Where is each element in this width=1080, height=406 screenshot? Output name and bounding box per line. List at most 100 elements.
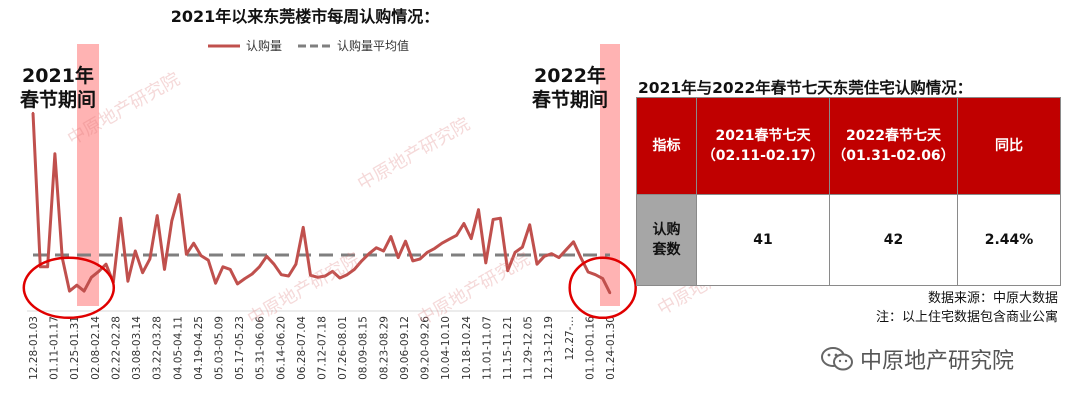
x-tick-label: 02.22-02.28 <box>110 316 122 380</box>
data-point <box>367 252 371 255</box>
data-point <box>353 268 356 271</box>
data-point <box>104 262 108 266</box>
row-head-subscription-units: 认购 套数 <box>636 194 697 286</box>
data-point <box>272 262 276 266</box>
data-point <box>404 239 407 243</box>
data-point <box>338 276 341 280</box>
data-point <box>148 257 152 261</box>
data-point <box>134 249 137 253</box>
footnote: 注：以上住宅数据包含商业公寓 <box>875 310 1058 325</box>
header-text: 2021春节七天 <box>715 128 811 144</box>
data-point <box>550 252 553 255</box>
data-point <box>170 219 173 223</box>
data-point <box>265 255 268 258</box>
cell-yoy-value: 2.44% <box>957 194 1061 286</box>
data-point <box>207 259 210 262</box>
highlight-circle-2021 <box>22 256 116 320</box>
data-point <box>294 262 298 266</box>
data-point <box>448 238 451 241</box>
x-tick-label: 05.03-05.09 <box>214 316 226 380</box>
data-point <box>287 274 290 278</box>
data-point <box>82 289 86 293</box>
brand-name: 中原地产研究院 <box>860 349 1015 374</box>
x-tick-label: 03.08-03.14 <box>131 316 143 380</box>
data-point <box>528 223 531 226</box>
data-point <box>521 245 524 249</box>
data-point <box>477 208 480 211</box>
data-point <box>126 280 130 283</box>
data-point <box>155 214 159 217</box>
x-tick-label: 07.26-08.01 <box>337 316 349 380</box>
x-tick-label: 10.04-10.10 <box>440 316 452 380</box>
spring-festival-band-2022 <box>600 44 620 306</box>
x-tick-label: 12.13-12.19 <box>543 316 555 380</box>
x-tick-label: 11.01-11.07 <box>481 316 493 380</box>
data-point <box>221 265 225 268</box>
data-source-note: 数据来源：中原大数据 <box>927 291 1058 306</box>
band-label-2021-year: 2021年 <box>22 64 94 87</box>
data-point <box>199 254 203 257</box>
data-point <box>586 270 590 274</box>
data-point <box>119 217 122 220</box>
x-tick-label: 09.20-09.26 <box>420 316 432 380</box>
data-point <box>608 291 612 295</box>
band-label-2022-period: 春节期间 <box>532 88 608 111</box>
header-text: 指标 <box>652 138 681 154</box>
x-tick-label: 06.28-07.04 <box>296 316 308 380</box>
x-tick-label: 01.11-01.17 <box>49 316 61 380</box>
series-line-subscriptions <box>31 113 612 294</box>
x-tick-label: 08.23-08.29 <box>378 316 390 380</box>
x-tick-label: 12.27-… <box>564 316 576 360</box>
data-point <box>97 270 100 273</box>
data-point <box>280 273 283 276</box>
x-tick-label: 03.22-03.28 <box>152 316 164 380</box>
data-point <box>564 248 568 251</box>
data-point <box>594 273 597 276</box>
data-point <box>46 265 49 268</box>
data-point <box>177 193 181 196</box>
data-point <box>579 256 582 259</box>
x-tick-label: 05.17-05.23 <box>234 316 246 380</box>
data-point <box>243 277 247 280</box>
data-point <box>513 251 517 254</box>
data-point <box>53 152 57 156</box>
row-head-text: 认购 <box>652 222 681 238</box>
header-cell-2022: 2022春节七天 （01.31-02.06） <box>829 97 958 195</box>
data-point <box>192 241 195 245</box>
cell-2022-value: 42 <box>829 194 958 286</box>
x-tick-label: 11.15-11.21 <box>502 316 514 380</box>
data-point <box>462 222 466 225</box>
header-cell-indicator: 指标 <box>636 97 697 195</box>
x-tick-label: 08.09-08.15 <box>358 316 370 380</box>
x-tick-label: 04.05-04.11 <box>172 316 184 380</box>
x-tick-label: 07.12-07.18 <box>317 316 329 380</box>
x-tick-label: 01.10-01.16 <box>584 316 596 380</box>
data-point <box>360 259 363 263</box>
data-point <box>440 241 444 245</box>
data-point <box>309 274 312 277</box>
header-text: 2022春节七天 <box>846 128 941 144</box>
x-tick-label: 09.06-09.12 <box>399 316 411 380</box>
data-point <box>31 111 35 115</box>
data-point <box>470 237 473 240</box>
data-point <box>258 265 261 268</box>
brand-signature: 中原地产研究院 <box>820 343 1014 375</box>
data-point <box>455 234 458 237</box>
band-label-2022-year: 2022年 <box>534 64 606 87</box>
data-point <box>433 247 436 250</box>
band-label-2021-period: 春节期间 <box>20 88 96 111</box>
data-point <box>506 269 509 272</box>
data-point <box>484 261 488 265</box>
legend-label-average: 认购量平均值 <box>337 38 409 53</box>
data-point <box>601 277 604 280</box>
table-header-row: 指标 2021春节七天 （02.11-02.17） 2022春节七天 （01.31-… <box>636 97 1061 195</box>
comparison-table: 指标 2021春节七天 （02.11-02.17） 2022春节七天 （01.31-… <box>636 97 1061 286</box>
data-point <box>389 235 393 238</box>
data-point <box>331 270 334 273</box>
wechat-icon <box>821 347 853 371</box>
x-tick-label: 02.08-02.14 <box>90 316 102 380</box>
table-title: 2021年与2022年春节七天东莞住宅认购情况： <box>638 79 973 97</box>
data-point <box>250 272 254 276</box>
row-head-text: 套数 <box>652 242 681 258</box>
data-point <box>535 262 539 266</box>
